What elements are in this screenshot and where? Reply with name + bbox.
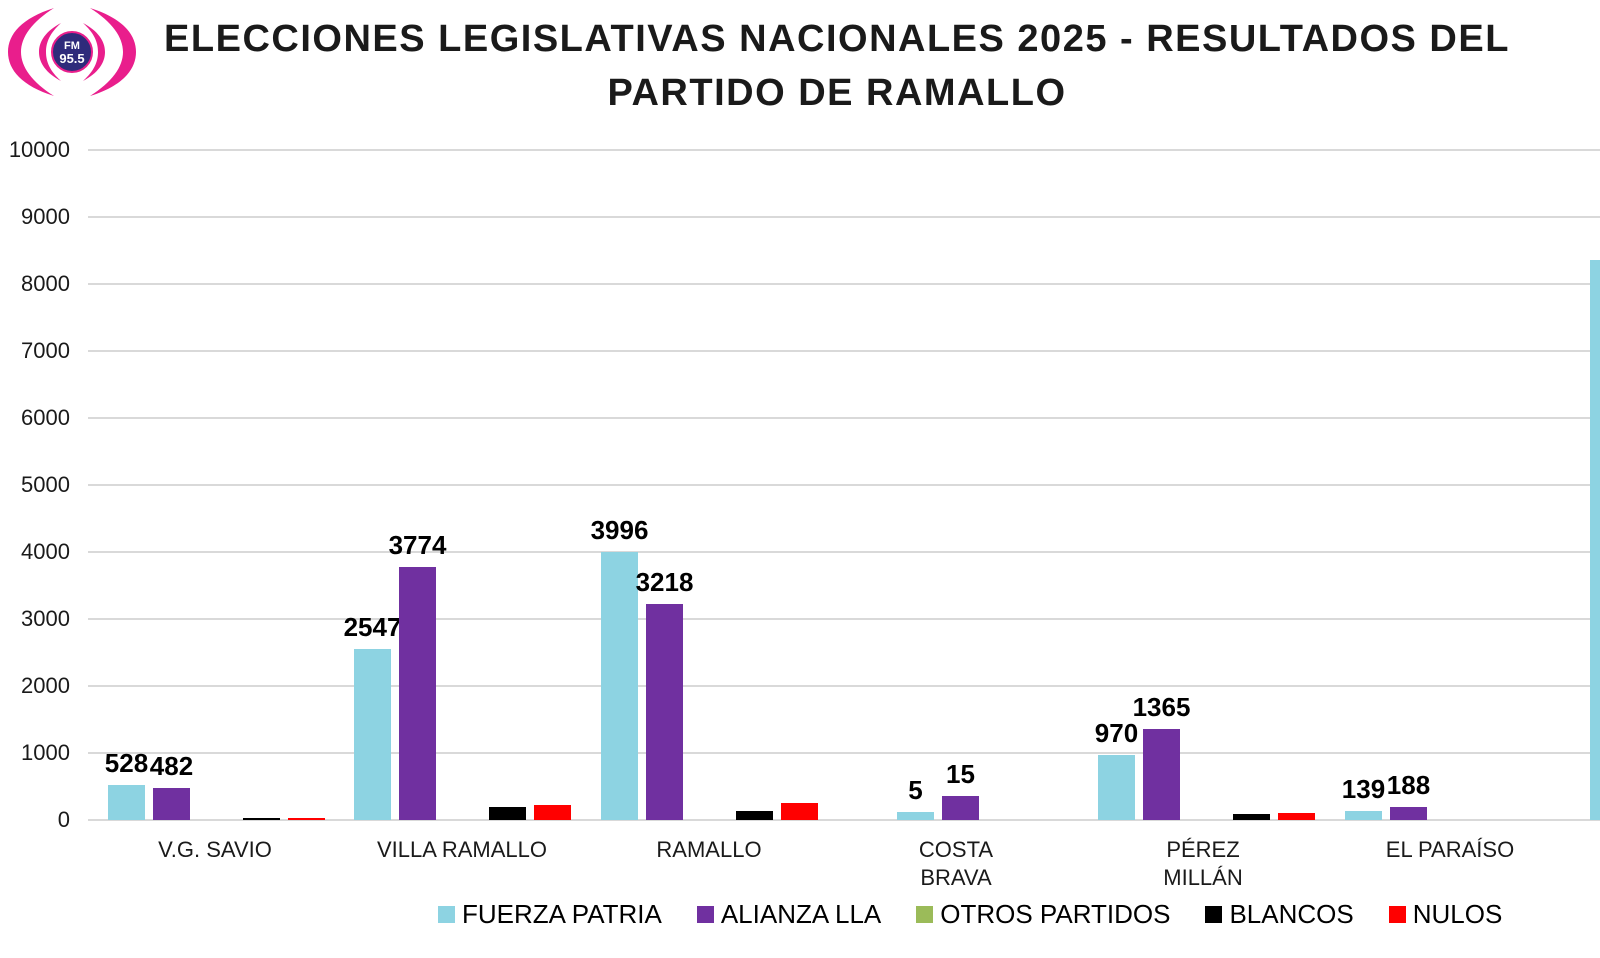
bar-fuerza-patria-0 <box>108 785 145 820</box>
bar-fuerza-patria-1 <box>354 649 391 820</box>
x-axis-label-el-para-so: EL PARAÍSO <box>1386 836 1514 864</box>
bar-alianza-lla-0 <box>153 788 190 820</box>
legend-swatch-icon <box>696 906 714 923</box>
x-axis-label-line: RAMALLO <box>656 837 762 862</box>
legend-item-fuerza-patria: FUERZA PATRIA <box>438 899 662 930</box>
data-label-alianza-lla-1: 3774 <box>388 530 447 560</box>
legend-label: BLANCOS <box>1229 899 1354 929</box>
gridline-1000 <box>88 752 1600 754</box>
legend-item-nulos: NULOS <box>1388 899 1503 930</box>
bar-fuerza-patria-4 <box>1098 755 1135 820</box>
logo-left-crescent <box>8 8 61 96</box>
y-axis-tick-3000: 3000 <box>21 606 70 631</box>
y-axis-tick-0: 0 <box>57 807 70 832</box>
x-axis-label-ramallo: RAMALLO <box>656 836 761 864</box>
legend-item-blancos: BLANCOS <box>1205 899 1354 930</box>
bar-alianza-lla-3 <box>942 796 979 820</box>
data-label-fuerza-patria-0: 528 <box>104 748 149 778</box>
bar-fuerza-patria-5 <box>1345 811 1382 820</box>
bar-fuerza-patria-2 <box>601 552 638 820</box>
data-label-fuerza-patria-1: 2547 <box>343 612 402 642</box>
bar-nulos-0 <box>288 818 325 820</box>
bar-alianza-lla-5 <box>1390 807 1427 820</box>
data-label-alianza-lla-5: 188 <box>1386 770 1431 800</box>
y-axis-tick-1000: 1000 <box>21 740 70 765</box>
legend-item-otros-partidos: OTROS PARTIDOS <box>916 899 1170 930</box>
y-axis-tick-6000: 6000 <box>21 405 70 430</box>
logo-right-crescent <box>83 8 136 96</box>
chart-legend: FUERZA PATRIA ALIANZA LLA OTROS PARTIDOS BL… <box>438 899 1502 930</box>
bar-fuerza-patria-3 <box>897 812 934 820</box>
bar-nulos-2 <box>781 803 818 820</box>
gridline-4000 <box>88 551 1600 553</box>
gridline-2000 <box>88 685 1600 687</box>
legend-swatch-icon <box>438 906 455 923</box>
y-axis-tick-8000: 8000 <box>21 271 70 296</box>
legend-item-alianza-lla: ALIANZA LLA <box>696 899 882 930</box>
bar-blancos-4 <box>1233 814 1270 820</box>
data-label-fuerza-patria-4: 970 <box>1094 718 1139 748</box>
bar-blancos-2 <box>736 811 773 820</box>
data-label-alianza-lla-4: 1365 <box>1132 692 1191 722</box>
y-axis-tick-10000: 10000 <box>8 137 70 162</box>
data-label-alianza-lla-2: 3218 <box>635 567 694 597</box>
logo-frequency-text: 95.5 <box>59 51 84 66</box>
bar-partial-right-edge <box>1590 260 1600 820</box>
fm-95-5-radio-logo-icon: FM 95.5 <box>8 8 136 96</box>
x-axis-label-p-rez-mill-n: PÉREZ MILLÁN <box>1163 836 1242 892</box>
bar-alianza-lla-2 <box>646 604 683 820</box>
gridline-0 <box>88 819 1600 821</box>
gridline-7000 <box>88 350 1600 352</box>
y-axis-tick-5000: 5000 <box>21 472 70 497</box>
chart-title-line-2: PARTIDO DE RAMALLO <box>607 72 1067 114</box>
bar-alianza-lla-4 <box>1143 729 1180 820</box>
x-axis-label-line: VILLA RAMALLO <box>377 837 547 862</box>
gridline-5000 <box>88 484 1600 486</box>
legend-label: FUERZA PATRIA <box>462 899 662 929</box>
x-axis-label-line: V.G. SAVIO <box>158 837 272 862</box>
x-axis-label-villa-ramallo: VILLA RAMALLO <box>377 836 547 864</box>
legend-label: OTROS PARTIDOS <box>940 899 1171 929</box>
data-label-alianza-lla-3: 15 <box>946 759 975 789</box>
gridline-6000 <box>88 417 1600 419</box>
y-axis-tick-2000: 2000 <box>21 673 70 698</box>
y-axis-tick-9000: 9000 <box>21 204 70 229</box>
x-axis-label-line: PÉREZ <box>1166 837 1240 862</box>
data-label-fuerza-patria-5: 139 <box>1341 774 1386 804</box>
x-axis-label-line: BRAVA <box>920 865 992 890</box>
data-label-fuerza-patria-3: 5 <box>908 775 923 805</box>
bar-nulos-4 <box>1278 813 1315 820</box>
legend-swatch-icon <box>916 906 934 923</box>
gridline-8000 <box>88 283 1600 285</box>
bar-blancos-1 <box>489 807 526 820</box>
y-axis-tick-7000: 7000 <box>21 338 70 363</box>
legend-swatch-icon <box>1205 906 1223 923</box>
gridline-10000 <box>88 149 1600 151</box>
x-axis-label-costa-brava: COSTA BRAVA <box>919 836 993 892</box>
x-axis-label-line: COSTA <box>918 837 994 862</box>
legend-label: ALIANZA LLA <box>720 899 882 929</box>
gridline-3000 <box>88 618 1600 620</box>
x-axis-label-line: EL PARAÍSO <box>1385 837 1515 862</box>
bar-alianza-lla-1 <box>399 567 436 820</box>
legend-swatch-icon <box>1388 906 1406 923</box>
gridline-9000 <box>88 216 1600 218</box>
chart-title-line-1: ELECCIONES LEGISLATIVAS NACIONALES 2025 … <box>164 18 1510 60</box>
y-axis-tick-4000: 4000 <box>21 539 70 564</box>
legend-label: NULOS <box>1412 899 1503 929</box>
bar-blancos-0 <box>243 818 280 820</box>
x-axis-label-line: MILLÁN <box>1163 865 1243 890</box>
chart-title: ELECCIONES LEGISLATIVAS NACIONALES 2025 … <box>100 12 1574 120</box>
logo-fm-text: FM <box>64 40 80 52</box>
bar-nulos-1 <box>534 805 571 820</box>
x-axis-label-v-g-savio: V.G. SAVIO <box>158 836 272 864</box>
logo-circle <box>51 31 93 73</box>
data-label-alianza-lla-0: 482 <box>149 751 194 781</box>
data-label-fuerza-patria-2: 3996 <box>590 515 649 545</box>
